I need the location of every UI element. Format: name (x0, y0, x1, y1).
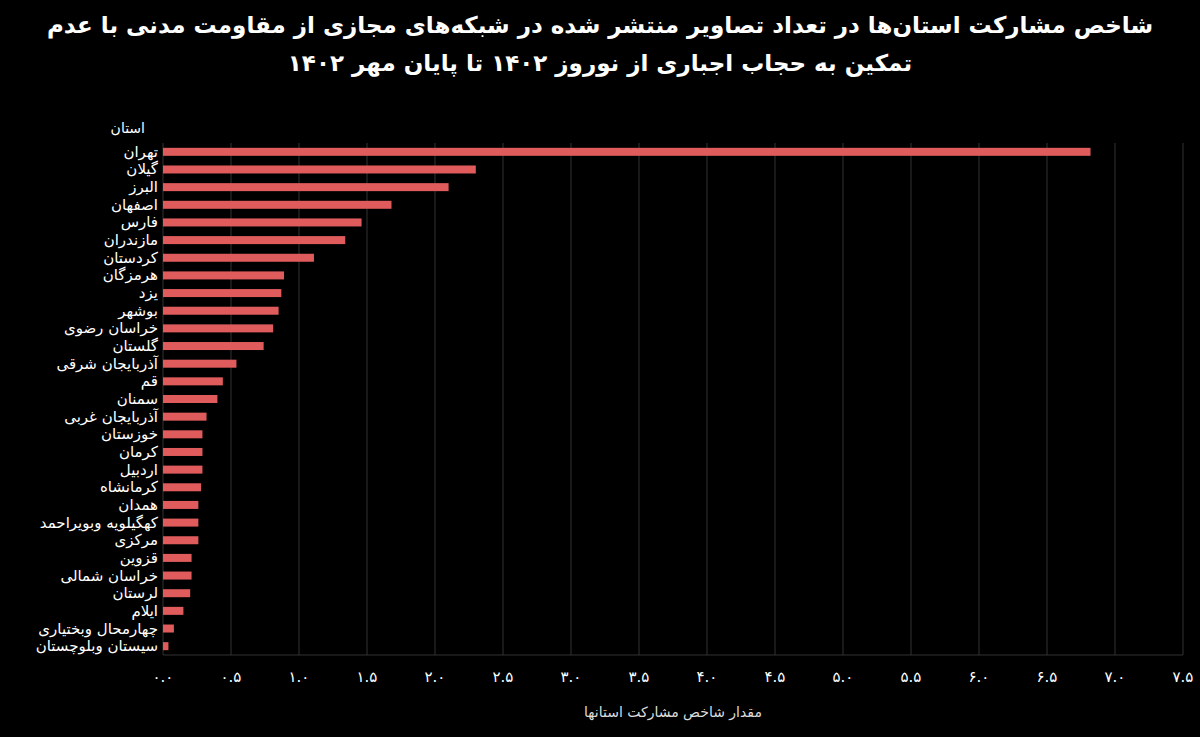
category-label: البرز (128, 178, 158, 196)
category-label: آذربایجان شرقی (56, 355, 158, 373)
tick-label: ۱.۰ (289, 668, 310, 686)
category-label: خراسان رضوی (64, 319, 158, 337)
category-label: هرمزگان (103, 266, 158, 284)
category-label: بوشهر (117, 302, 158, 320)
tick-label: ۷.۰ (1105, 668, 1126, 686)
bar (163, 201, 391, 209)
category-label: قم (141, 372, 158, 390)
tick-label: ۱.۵ (357, 668, 378, 686)
bar (163, 501, 198, 509)
bar (163, 148, 1091, 156)
x-axis-title: مقدار شاخص مشارکت استانها (584, 704, 762, 721)
grid-line (1047, 143, 1048, 655)
tick-label: ۶.۰ (969, 668, 990, 686)
x-axis-line (163, 655, 1183, 656)
tick-label: ۵.۵ (901, 668, 922, 686)
tick-label: ۶.۵ (1037, 668, 1058, 686)
bars (163, 148, 1091, 650)
bar (163, 589, 190, 597)
grid-line (639, 143, 640, 655)
title: شاخص مشارکت استان‌ها در تعداد تصاویر منت… (10, 6, 1190, 82)
grid-line (367, 143, 368, 655)
category-label: کرمان (119, 443, 159, 461)
tick-label: ۳.۵ (629, 668, 650, 686)
category-label: قزوین (120, 549, 158, 567)
bar (163, 183, 449, 191)
bar (163, 289, 281, 297)
category-label: همدان (118, 496, 158, 514)
category-label: اصفهان (111, 196, 158, 214)
category-label: تهران (123, 143, 158, 161)
category-label: کردستان (103, 249, 159, 267)
category-label: کهگیلویه وبویراحمد (40, 514, 159, 532)
bar (163, 519, 198, 527)
tick-label: ۴.۵ (765, 668, 786, 686)
bar (163, 395, 217, 403)
category-label: مرکزی (115, 531, 158, 549)
bar (163, 536, 198, 544)
category-label: کرمانشاه (100, 478, 159, 496)
category-label: سیستان وبلوچستان (36, 637, 158, 655)
bar (163, 554, 192, 562)
category-label: لرستان (112, 584, 158, 602)
bar (163, 430, 202, 438)
bar (163, 625, 174, 633)
tick-label: ۰.۰ (153, 668, 174, 686)
bar (163, 413, 207, 421)
bar (163, 448, 202, 456)
grid-line (571, 143, 572, 655)
category-label: ایلام (131, 602, 158, 620)
category-label: مازندران (104, 231, 158, 249)
bar (163, 572, 192, 580)
bar (163, 165, 476, 173)
chart: ۰.۰ ۰.۵ ۱.۰ ۱.۵ ۲.۰ ۲.۵ ۳.۰ ۳.۵ ۴.۰ ۴.۵ ۵.۰ ۵.۵ ۶.۰ ۶… (0, 0, 1200, 737)
bar (163, 466, 202, 474)
bar (163, 236, 345, 244)
tick-label: ۲.۵ (493, 668, 514, 686)
category-label: فارس (121, 213, 158, 231)
grid-line (707, 143, 708, 655)
bar (163, 271, 284, 279)
grid-line (503, 143, 504, 655)
tick-label: ۵.۰ (833, 668, 854, 686)
tick-label: ۲.۰ (425, 668, 446, 686)
category-label: یزد (139, 284, 158, 302)
grid-line (843, 143, 844, 655)
tick-label: ۳.۰ (561, 668, 582, 686)
grid-line (1183, 143, 1184, 655)
category-label: خراسان شمالی (60, 567, 158, 585)
bar (163, 607, 183, 615)
category-label: خوزستان (101, 425, 158, 443)
category-label: گلستان (112, 337, 158, 355)
category-label: سمنان (117, 390, 158, 408)
grid-line (979, 143, 980, 655)
bar (163, 254, 314, 262)
bar (163, 360, 236, 368)
category-label: چهارمحال وبختیاری (38, 620, 158, 638)
bar (163, 307, 279, 315)
category-label: اردبیل (120, 461, 158, 479)
grid-line (775, 143, 776, 655)
grid-line (911, 143, 912, 655)
tick-label: ۷.۵ (1173, 668, 1194, 686)
bar (163, 377, 223, 385)
bar (163, 342, 264, 350)
bar (163, 218, 362, 226)
y-axis-title: استان (111, 120, 145, 136)
tick-label: ۴.۰ (697, 668, 718, 686)
category-label: گیلان (126, 160, 158, 178)
grid-line (1115, 143, 1116, 655)
category-label: آذربایجان غربی (64, 408, 159, 426)
bar (163, 483, 201, 491)
bar (163, 324, 273, 332)
bar (163, 642, 168, 650)
grid-line (435, 143, 436, 655)
tick-label: ۰.۵ (221, 668, 242, 686)
